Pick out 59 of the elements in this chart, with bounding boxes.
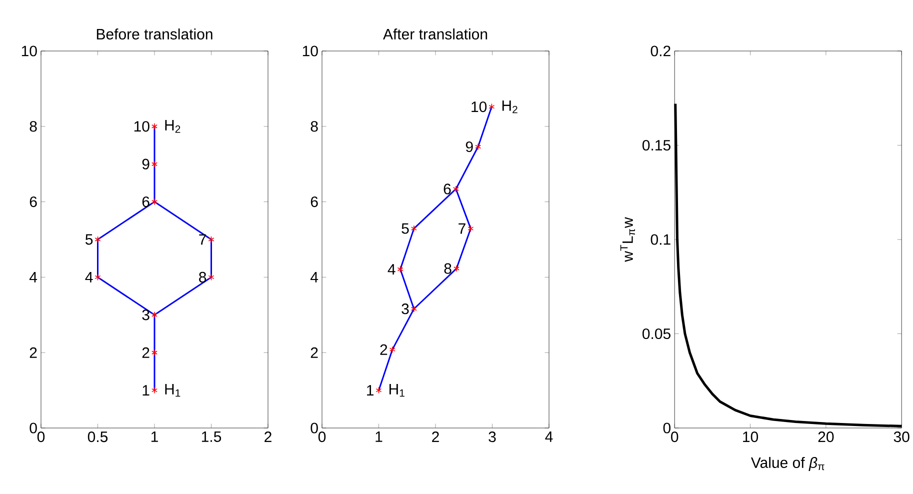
x-tick-label: 1 xyxy=(376,432,382,442)
x-tick-label: 2 xyxy=(264,432,272,442)
y-axis-title: w$^{T}$L$_{π}$w xyxy=(620,217,636,262)
x-tick-label: 0 xyxy=(37,432,45,442)
y-tick-label: 4 xyxy=(29,272,38,282)
annotation: H$_{1}$ xyxy=(165,384,180,397)
chart-title: Before translation xyxy=(96,28,212,40)
y-tick-label: 8 xyxy=(30,121,37,132)
annotation: 2 xyxy=(142,347,150,358)
annotation: H$_{2}$ xyxy=(165,120,180,133)
annotation: 3 xyxy=(402,304,409,314)
annotation: H$_{1}$ xyxy=(390,384,404,397)
y-tick-label: 10 xyxy=(22,46,37,56)
y-tick-label: 6 xyxy=(310,196,318,208)
annotation: 2 xyxy=(380,344,388,355)
x-tick-label: 1.5 xyxy=(202,432,222,442)
y-tick-label: 0 xyxy=(310,422,318,434)
annotation: 7 xyxy=(458,223,466,234)
x-tick-label: 3 xyxy=(488,432,496,442)
annotation: 4 xyxy=(388,264,396,274)
annotation: 6 xyxy=(444,184,451,194)
y-tick-label: 4 xyxy=(310,272,318,282)
annotation: 9 xyxy=(466,141,473,152)
y-tick-label: 0.1 xyxy=(650,234,670,245)
x-tick-label: 0.5 xyxy=(88,432,108,442)
chart-title: After translation xyxy=(383,28,488,40)
y-tick-label: 0.15 xyxy=(642,140,670,151)
annotation: H$_{2}$ xyxy=(502,100,518,114)
annotation: 6 xyxy=(142,196,150,208)
y-tick-label: 8 xyxy=(310,121,318,132)
y-tick-label: 0.05 xyxy=(642,328,670,340)
y-tick-label: 2 xyxy=(310,347,318,358)
y-tick-label: 0.2 xyxy=(650,46,670,56)
annotation: 7 xyxy=(199,234,206,245)
x-tick-label: 10 xyxy=(743,432,758,442)
x-tick-label: 2 xyxy=(432,432,439,442)
y-tick-label: 2 xyxy=(30,347,37,358)
annotation: 4 xyxy=(85,272,93,282)
annotation: 5 xyxy=(402,223,409,234)
x-tick-label: 0 xyxy=(671,432,678,442)
y-tick-label: 0 xyxy=(663,422,670,434)
x-tick-label: 20 xyxy=(818,432,834,442)
annotation: 5 xyxy=(85,234,93,245)
x-tick-label: 1 xyxy=(151,432,158,442)
x-axis-title: Value of β$_{π}$ xyxy=(750,456,824,471)
y-tick-label: 6 xyxy=(30,196,37,208)
annotation: 10 xyxy=(134,121,150,132)
y-tick-label: 0 xyxy=(30,422,37,434)
annotation: 3 xyxy=(142,310,150,320)
annotation: 8 xyxy=(199,272,206,283)
annotation: 10 xyxy=(472,101,487,112)
y-tick-label: 10 xyxy=(302,46,318,56)
x-tick-label: 0 xyxy=(318,432,326,442)
annotation: 8 xyxy=(444,263,452,274)
annotation: 1 xyxy=(367,385,374,396)
annotation: 9 xyxy=(142,158,150,170)
x-tick-label: 4 xyxy=(545,432,553,442)
x-tick-label: 30 xyxy=(894,432,910,442)
annotation: 1 xyxy=(142,385,150,396)
